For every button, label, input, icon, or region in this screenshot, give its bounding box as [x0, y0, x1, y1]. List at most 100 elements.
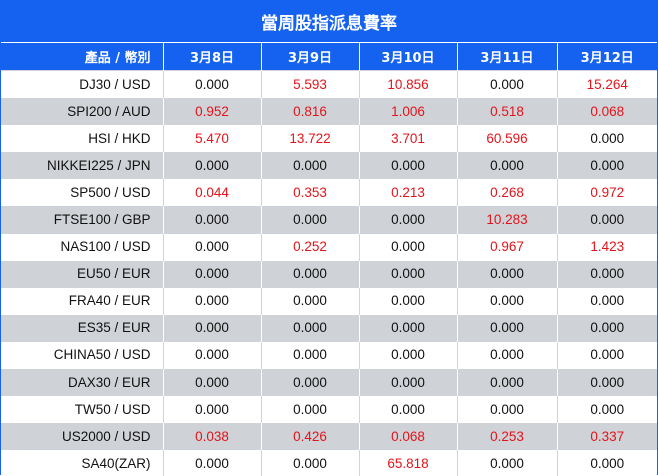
- row-symbol: FTSE100 / GBP: [1, 205, 163, 234]
- rate-cell: 0.426: [260, 422, 359, 450]
- rate-cell: 0.816: [260, 97, 359, 125]
- table-row: TW50 / USD 0.000 0.000 0.000 0.000 0.000: [1, 395, 657, 423]
- rate-cell: 5.593: [260, 69, 359, 98]
- rate-cell: 0.000: [260, 151, 359, 179]
- rate-cell: 0.000: [556, 286, 657, 315]
- rate-cell: 13.722: [260, 124, 359, 152]
- rate-cell: 0.000: [162, 69, 261, 98]
- rate-cell: 0.000: [358, 313, 457, 342]
- rate-cell: 0.068: [556, 97, 657, 125]
- table-row: SPI200 / AUD 0.952 0.816 1.006 0.518 0.068: [1, 97, 657, 125]
- row-symbol: NAS100 / USD: [1, 232, 163, 261]
- table-row: SP500 / USD 0.044 0.353 0.213 0.268 0.972: [1, 178, 657, 206]
- rate-cell: 0.000: [162, 232, 261, 261]
- rate-cell: 0.000: [260, 286, 359, 315]
- rate-cell: 0.000: [260, 395, 359, 423]
- rate-cell: 0.000: [162, 151, 261, 179]
- rate-cell: 0.000: [456, 449, 557, 476]
- table-row: EU50 / EUR 0.000 0.000 0.000 0.000 0.000: [1, 259, 657, 288]
- rate-cell: 0.000: [162, 395, 261, 423]
- rate-cell: 0.268: [456, 178, 557, 206]
- rate-cell: 0.000: [260, 205, 359, 234]
- rate-cell: 0.000: [162, 259, 261, 288]
- rate-cell: 0.000: [358, 232, 457, 261]
- column-header-symbol: 產品 / 幣別: [1, 42, 163, 71]
- header-row: 產品 / 幣別 3月8日 3月9日 3月10日 3月11日 3月12日: [1, 42, 657, 71]
- rate-cell: 0.000: [162, 449, 261, 476]
- rate-cell: 0.000: [556, 449, 657, 476]
- rate-cell: 65.818: [358, 449, 457, 476]
- rate-cell: 0.518: [456, 97, 557, 125]
- row-symbol: ES35 / EUR: [1, 313, 163, 342]
- table-row: FRA40 / EUR 0.000 0.000 0.000 0.000 0.000: [1, 286, 657, 315]
- table-title: 當周股指派息費率: [1, 1, 657, 42]
- rate-cell: 0.213: [358, 178, 457, 206]
- row-symbol: SPI200 / AUD: [1, 97, 163, 125]
- rate-cell: 1.423: [556, 232, 657, 261]
- table-row: US2000 / USD 0.038 0.426 0.068 0.253 0.337: [1, 422, 657, 450]
- rate-cell: 1.006: [358, 97, 457, 125]
- rate-cell: 0.000: [358, 340, 457, 369]
- rate-cell: 0.044: [162, 178, 261, 206]
- row-symbol: US2000 / USD: [1, 422, 163, 450]
- rate-cell: 0.000: [260, 449, 359, 476]
- rate-cell: 0.000: [456, 259, 557, 288]
- table-row: CHINA50 / USD 0.000 0.000 0.000 0.000 0.000: [1, 340, 657, 369]
- column-header-date: 3月12日: [556, 42, 657, 71]
- rate-cell: 0.000: [162, 286, 261, 315]
- rate-cell: 0.000: [358, 395, 457, 423]
- dividend-rate-table: 產品 / 幣別 3月8日 3月9日 3月10日 3月11日 3月12日 DJ30…: [1, 42, 657, 476]
- rate-cell: 0.000: [556, 124, 657, 152]
- rate-cell: 0.000: [162, 313, 261, 342]
- rate-cell: 0.000: [556, 395, 657, 423]
- rate-cell: 0.000: [456, 313, 557, 342]
- rate-cell: 5.470: [162, 124, 261, 152]
- table-row: NIKKEI225 / JPN 0.000 0.000 0.000 0.000 0.000: [1, 151, 657, 179]
- rate-cell: 0.000: [456, 69, 557, 98]
- rate-cell: 0.068: [358, 422, 457, 450]
- row-symbol: SP500 / USD: [1, 178, 163, 206]
- table-row: FTSE100 / GBP 0.000 0.000 0.000 10.283 0.000: [1, 205, 657, 234]
- table-row: ES35 / EUR 0.000 0.000 0.000 0.000 0.000: [1, 313, 657, 342]
- row-symbol: EU50 / EUR: [1, 259, 163, 288]
- row-symbol: DJ30 / USD: [1, 69, 163, 98]
- rate-cell: 3.701: [358, 124, 457, 152]
- rate-cell: 0.000: [260, 313, 359, 342]
- rate-cell: 0.000: [556, 340, 657, 369]
- column-header-date: 3月10日: [358, 42, 457, 71]
- rate-cell: 0.038: [162, 422, 261, 450]
- rate-cell: 0.337: [556, 422, 657, 450]
- rate-cell: 0.253: [456, 422, 557, 450]
- rate-cell: 0.000: [358, 151, 457, 179]
- rate-cell: 0.000: [358, 205, 457, 234]
- rate-cell: 0.000: [456, 340, 557, 369]
- column-header-date: 3月8日: [162, 42, 261, 71]
- rate-cell: 0.952: [162, 97, 261, 125]
- rate-cell: 0.000: [260, 259, 359, 288]
- table-row: DAX30 / EUR 0.000 0.000 0.000 0.000 0.000: [1, 368, 657, 396]
- row-symbol: NIKKEI225 / JPN: [1, 151, 163, 179]
- rate-cell: 0.000: [358, 259, 457, 288]
- rate-cell: 0.000: [162, 340, 261, 369]
- rate-cell: 0.000: [556, 151, 657, 179]
- rate-cell: 0.000: [556, 368, 657, 396]
- rate-cell: 0.972: [556, 178, 657, 206]
- table-row: SA40(ZAR) 0.000 0.000 65.818 0.000 0.000: [1, 449, 657, 476]
- rate-cell: 10.283: [456, 205, 557, 234]
- rate-cell: 0.967: [456, 232, 557, 261]
- rate-cell: 15.264: [556, 69, 657, 98]
- rate-cell: 0.000: [456, 395, 557, 423]
- row-symbol: SA40(ZAR): [1, 449, 163, 476]
- rate-cell: 0.000: [358, 368, 457, 396]
- row-symbol: TW50 / USD: [1, 395, 163, 423]
- column-header-date: 3月11日: [456, 42, 557, 71]
- row-symbol: CHINA50 / USD: [1, 340, 163, 369]
- rate-cell: 0.000: [260, 368, 359, 396]
- rate-cell: 0.000: [556, 205, 657, 234]
- rate-cell: 0.000: [162, 368, 261, 396]
- row-symbol: DAX30 / EUR: [1, 368, 163, 396]
- table-row: HSI / HKD 5.470 13.722 3.701 60.596 0.000: [1, 124, 657, 152]
- rate-cell: 0.252: [260, 232, 359, 261]
- row-symbol: HSI / HKD: [1, 124, 163, 152]
